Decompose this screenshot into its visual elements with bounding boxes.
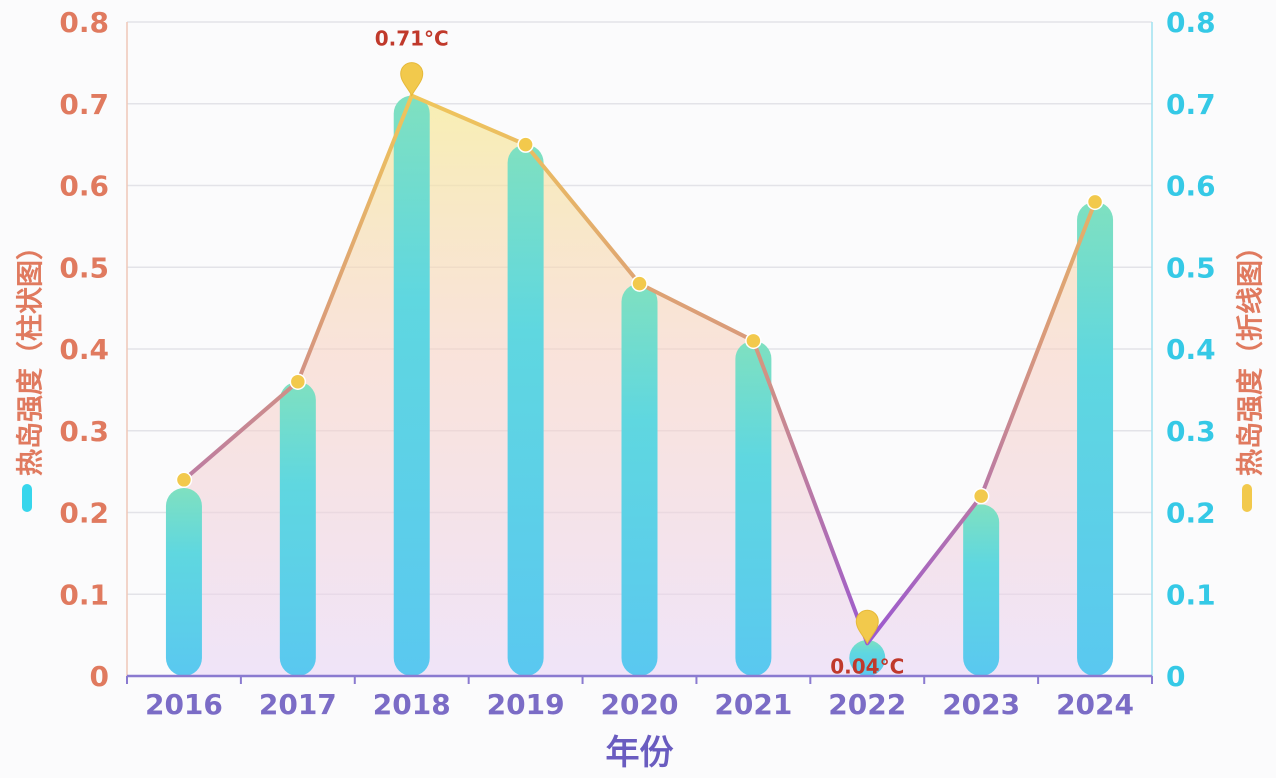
y-right-tick-label: 0.5	[1166, 251, 1216, 284]
x-tick-label: 2020	[601, 688, 679, 721]
x-tick-label: 2018	[373, 688, 451, 721]
y-right-tick-label: 0.1	[1166, 578, 1216, 611]
y-left-axis-title: 热岛强度（柱状图）	[15, 233, 47, 476]
bar	[735, 340, 772, 676]
y-left-tick-label: 0.8	[59, 6, 109, 39]
y-left-axis-title-group: 热岛强度（柱状图）	[15, 233, 47, 512]
y-left-tick-label: 0.5	[59, 251, 109, 284]
x-tick-label: 2019	[487, 688, 565, 721]
bar	[621, 283, 658, 676]
x-tick-label: 2017	[259, 688, 337, 721]
line-markers	[175, 62, 1104, 645]
bar-series	[165, 95, 1114, 676]
line-pin-marker	[855, 609, 879, 645]
y-left-tick-label: 0.4	[59, 333, 109, 366]
x-tick-label: 2022	[828, 688, 906, 721]
bar	[393, 95, 430, 676]
line-point	[175, 471, 193, 489]
y-right-axis-title: 热岛强度（折线图）	[1235, 233, 1267, 476]
x-tick-label: 2021	[714, 688, 792, 721]
line-point	[517, 136, 534, 153]
x-ticks: 2016 2017 2018 2019 2020 2021 2022 2023 2024	[145, 688, 1134, 721]
y-left-tick-label: 0.6	[59, 170, 109, 203]
y-right-ticks: 0 0.1 0.2 0.3 0.4 0.5 0.6 0.7 0.8	[1166, 6, 1216, 693]
x-axis-title: 年份	[606, 733, 674, 773]
x-tick-label: 2024	[1056, 688, 1134, 721]
y-right-tick-label: 0.6	[1166, 170, 1216, 203]
x-tick-label: 2023	[942, 688, 1020, 721]
axis-titles: 年份 热岛强度（柱状图） 热岛强度（折线图）	[15, 233, 1267, 773]
line-pin-marker	[400, 62, 424, 97]
x-tick-label: 2016	[145, 688, 223, 721]
line-point	[745, 332, 762, 350]
bar	[963, 504, 1000, 676]
y-right-axis-title-group: 热岛强度（折线图）	[1235, 233, 1267, 512]
y-left-tick-label: 0	[90, 660, 109, 693]
line-point	[631, 275, 648, 292]
y-right-tick-label: 0	[1166, 660, 1185, 693]
bar	[849, 640, 886, 676]
annotations: 0.71°C 0.04°C	[375, 27, 905, 679]
y-right-tick-label: 0.7	[1166, 88, 1216, 121]
bar	[1077, 201, 1114, 676]
legend-swatch-bar	[22, 484, 32, 512]
y-right-tick-label: 0.4	[1166, 333, 1216, 366]
legend-swatch-line	[1242, 484, 1252, 512]
data-annotation: 0.71°C	[375, 27, 449, 51]
y-right-tick-label: 0.2	[1166, 497, 1216, 530]
y-left-tick-label: 0.1	[59, 578, 109, 611]
y-left-ticks: 0 0.1 0.2 0.3 0.4 0.5 0.6 0.7 0.8	[59, 6, 109, 693]
y-right-tick-label: 0.8	[1166, 6, 1216, 39]
line-point	[972, 487, 990, 505]
bar	[279, 381, 316, 676]
y-right-tick-label: 0.3	[1166, 415, 1216, 448]
bar	[507, 144, 544, 676]
axes	[126, 22, 1153, 684]
line-point	[289, 373, 307, 390]
line-point	[1086, 193, 1104, 211]
y-left-tick-label: 0.2	[59, 497, 109, 530]
y-left-tick-label: 0.3	[59, 415, 109, 448]
y-left-tick-label: 0.7	[59, 88, 109, 121]
bar	[165, 487, 202, 676]
data-annotation: 0.04°C	[830, 654, 904, 678]
